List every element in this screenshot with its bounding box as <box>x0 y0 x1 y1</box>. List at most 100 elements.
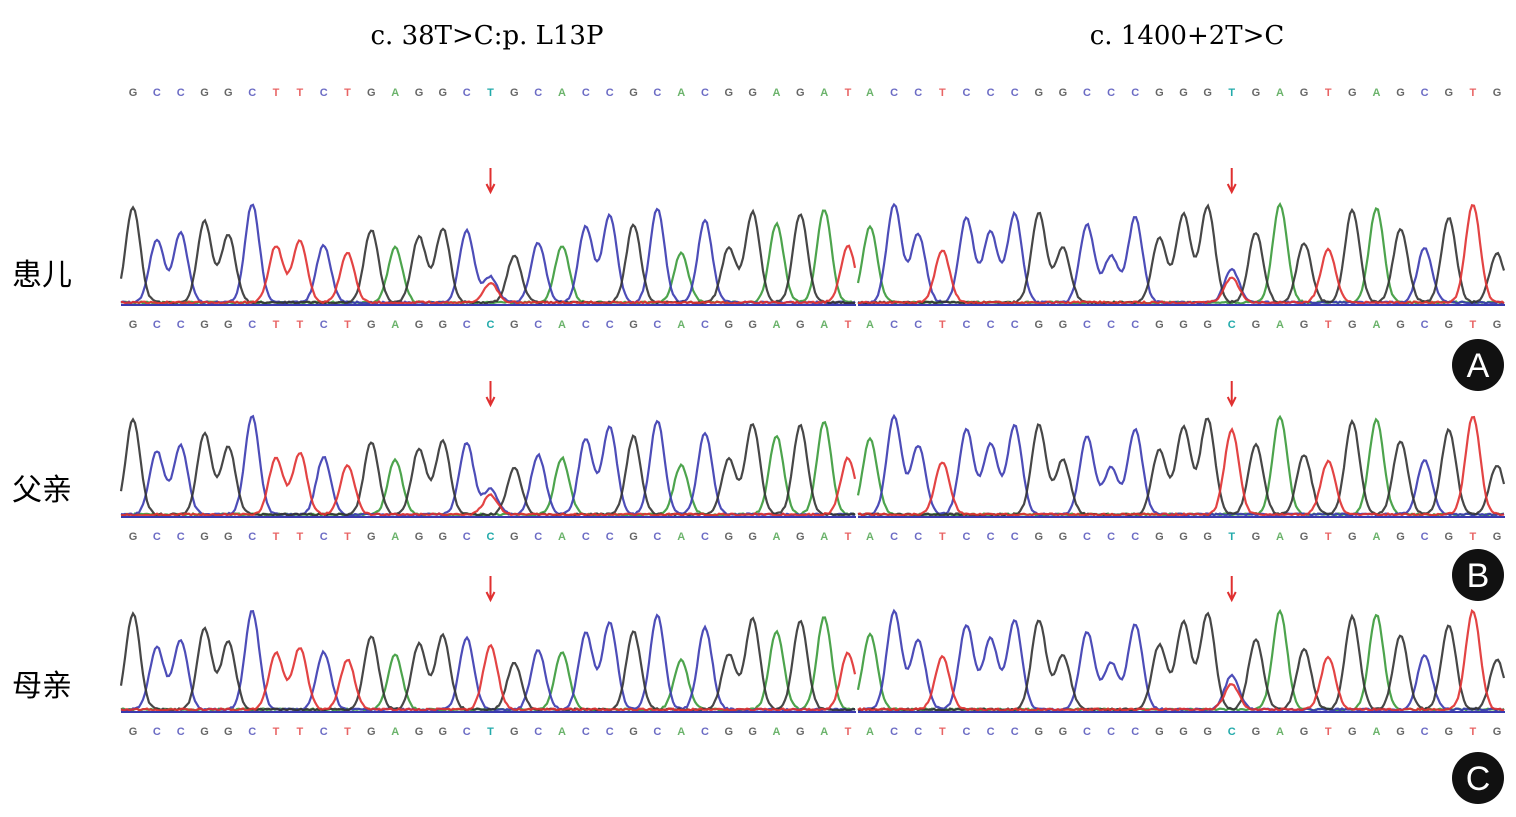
base-call: C <box>177 87 185 99</box>
base-call: C <box>320 726 328 738</box>
base-call: G <box>1300 319 1309 331</box>
base-call: C <box>1131 726 1139 738</box>
base-call: C <box>1083 87 1091 99</box>
base-call: T <box>845 531 852 543</box>
base-call: C <box>582 531 590 543</box>
base-call: G <box>1059 531 1068 543</box>
base-call: G <box>1444 87 1453 99</box>
base-call: C <box>962 531 970 543</box>
base-call: G <box>1348 726 1357 738</box>
base-call: A <box>558 726 566 738</box>
base-call: G <box>129 531 138 543</box>
base-call: G <box>1444 531 1453 543</box>
base-call: C <box>962 319 970 331</box>
base-call: G <box>1059 726 1068 738</box>
base-call: C <box>248 87 256 99</box>
base-call: T <box>273 531 280 543</box>
base-call: C <box>890 87 898 99</box>
base-call: C <box>582 87 590 99</box>
base-call: T <box>1228 531 1235 543</box>
base-call: G <box>1035 531 1044 543</box>
arrow <box>485 168 496 195</box>
panel-badge <box>1452 752 1504 804</box>
base-call: G <box>1396 319 1405 331</box>
base-call: G <box>1444 726 1453 738</box>
base-call: G <box>439 87 448 99</box>
base-call: A <box>1276 87 1284 99</box>
trace <box>119 417 856 517</box>
title: c. 1400+2T>C <box>1090 21 1285 51</box>
panel-letter: B <box>1467 557 1490 595</box>
base-call: A <box>1372 319 1380 331</box>
panel-letter: A <box>1467 347 1490 385</box>
base-call: A <box>391 319 399 331</box>
base-call: G <box>1059 319 1068 331</box>
base-call: G <box>629 87 638 99</box>
base-call: T <box>273 87 280 99</box>
base-call: G <box>200 319 209 331</box>
base-call: A <box>866 726 874 738</box>
base-call: T <box>1228 87 1235 99</box>
base-call: A <box>820 319 828 331</box>
base-call: T <box>939 726 946 738</box>
base-call: C <box>320 531 328 543</box>
arrow <box>1226 381 1237 408</box>
arrow <box>1226 168 1237 195</box>
base-call: G <box>725 319 734 331</box>
base-call: G <box>1493 319 1502 331</box>
base-call: G <box>629 726 638 738</box>
base-call: C <box>914 531 922 543</box>
base-call: G <box>224 87 233 99</box>
base-call: A <box>1372 531 1380 543</box>
base-call: G <box>224 531 233 543</box>
base-call: G <box>1035 319 1044 331</box>
base-call: C <box>1131 87 1139 99</box>
base-call: G <box>224 726 233 738</box>
base-call: C <box>653 319 661 331</box>
base-call: A <box>866 319 874 331</box>
base-call: C <box>890 726 898 738</box>
panel-badge <box>1452 339 1504 391</box>
base-call: A <box>773 726 781 738</box>
base-call: G <box>1203 319 1212 331</box>
base-call: G <box>439 531 448 543</box>
base-call: C <box>701 87 709 99</box>
base-call: A <box>866 531 874 543</box>
arrow <box>1226 576 1237 603</box>
base-call: A <box>773 87 781 99</box>
base-call: C <box>463 319 471 331</box>
base-call: C <box>320 319 328 331</box>
base-call: T <box>1470 726 1477 738</box>
base-call: G <box>629 319 638 331</box>
base-call: C <box>606 87 614 99</box>
base-call: G <box>1035 87 1044 99</box>
base-call: G <box>367 531 376 543</box>
base-call: G <box>1348 319 1357 331</box>
base-call: G <box>510 726 519 738</box>
base-call: G <box>1396 531 1405 543</box>
base-call: A <box>677 531 685 543</box>
base-call: T <box>344 87 351 99</box>
base-call: T <box>296 319 303 331</box>
base-call: G <box>1493 531 1502 543</box>
base-call: T <box>1325 87 1332 99</box>
base-call: G <box>1300 726 1309 738</box>
trace <box>119 611 855 712</box>
base-call: T <box>344 319 351 331</box>
base-call: G <box>796 87 805 99</box>
base-call: G <box>510 531 519 543</box>
base-call: G <box>367 726 376 738</box>
base-call: C <box>463 726 471 738</box>
base-call: G <box>439 726 448 738</box>
base-call: G <box>1059 87 1068 99</box>
base-call: G <box>1348 531 1357 543</box>
trace <box>120 451 857 517</box>
base-call: A <box>773 319 781 331</box>
base-call: C <box>248 531 256 543</box>
trace <box>120 209 856 305</box>
base-call: C <box>153 319 161 331</box>
base-call: C <box>534 87 542 99</box>
base-call: A <box>391 726 399 738</box>
base-call: A <box>820 726 828 738</box>
